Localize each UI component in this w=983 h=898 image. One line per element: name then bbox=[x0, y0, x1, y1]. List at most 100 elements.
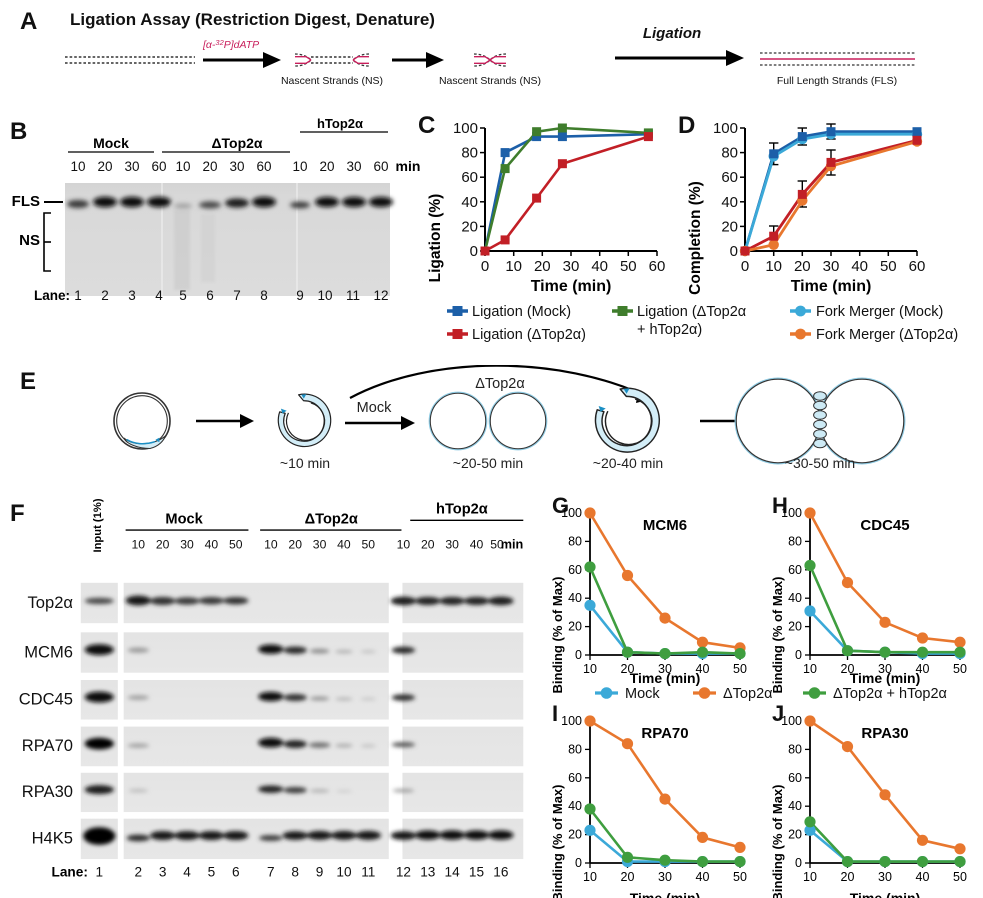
svg-text:0: 0 bbox=[730, 243, 738, 260]
svg-text:Time (min): Time (min) bbox=[630, 890, 701, 898]
svg-text:40: 40 bbox=[721, 194, 738, 211]
svg-text:Fork Merger (ΔTop2α): Fork Merger (ΔTop2α) bbox=[816, 327, 958, 343]
svg-text:50: 50 bbox=[620, 258, 637, 275]
svg-text:60: 60 bbox=[256, 159, 271, 174]
svg-text:60: 60 bbox=[909, 258, 926, 275]
svg-text:10: 10 bbox=[505, 258, 522, 275]
svg-text:0: 0 bbox=[575, 856, 582, 870]
svg-text:FLS: FLS bbox=[12, 193, 40, 210]
svg-text:40: 40 bbox=[568, 799, 582, 813]
svg-text:RPA30: RPA30 bbox=[861, 725, 908, 742]
svg-text:20: 20 bbox=[421, 538, 435, 552]
svg-text:100: 100 bbox=[781, 506, 802, 520]
svg-text:20: 20 bbox=[97, 159, 112, 174]
svg-text:4: 4 bbox=[155, 288, 163, 303]
svg-text:Time (min): Time (min) bbox=[531, 278, 612, 295]
svg-text:80: 80 bbox=[568, 742, 582, 756]
svg-text:20: 20 bbox=[621, 870, 635, 884]
svg-text:Full Length Strands (FLS): Full Length Strands (FLS) bbox=[777, 75, 897, 87]
svg-text:~20-50 min: ~20-50 min bbox=[453, 455, 523, 471]
svg-text:20: 20 bbox=[156, 538, 170, 552]
svg-text:0: 0 bbox=[470, 243, 478, 260]
svg-text:60: 60 bbox=[151, 159, 166, 174]
svg-text:13: 13 bbox=[420, 865, 435, 880]
svg-text:Lane:: Lane: bbox=[34, 288, 70, 303]
svg-text:100: 100 bbox=[453, 120, 478, 137]
svg-text:0: 0 bbox=[795, 648, 802, 662]
svg-text:1: 1 bbox=[96, 865, 104, 880]
svg-text:Binding (% of Max): Binding (% of Max) bbox=[550, 577, 565, 694]
svg-text:~30-50 min: ~30-50 min bbox=[785, 455, 855, 471]
svg-text:30: 30 bbox=[124, 159, 139, 174]
svg-text:Lane:: Lane: bbox=[52, 865, 88, 880]
svg-text:10: 10 bbox=[397, 538, 411, 552]
svg-text:10: 10 bbox=[336, 865, 352, 880]
svg-text:Fork Merger (Mock): Fork Merger (Mock) bbox=[816, 304, 943, 320]
svg-text:60: 60 bbox=[461, 169, 478, 186]
svg-text:40: 40 bbox=[205, 538, 219, 552]
svg-text:100: 100 bbox=[561, 714, 582, 728]
svg-text:I: I bbox=[552, 703, 558, 726]
svg-text:50: 50 bbox=[733, 662, 747, 676]
svg-text:20: 20 bbox=[794, 258, 811, 275]
svg-text:30: 30 bbox=[346, 159, 361, 174]
svg-text:100: 100 bbox=[781, 714, 802, 728]
svg-text:100: 100 bbox=[561, 506, 582, 520]
svg-text:100: 100 bbox=[713, 120, 738, 137]
svg-text:0: 0 bbox=[741, 258, 749, 275]
svg-text:50: 50 bbox=[880, 258, 897, 275]
svg-text:40: 40 bbox=[461, 194, 478, 211]
svg-text:RPA70: RPA70 bbox=[641, 725, 688, 742]
svg-text:CDC45: CDC45 bbox=[860, 517, 909, 534]
svg-text:ΔTop2α + hTop2α: ΔTop2α + hTop2α bbox=[833, 686, 947, 702]
svg-text:Binding (% of Max): Binding (% of Max) bbox=[770, 785, 785, 898]
svg-text:7: 7 bbox=[267, 865, 275, 880]
svg-text:Top2α: Top2α bbox=[28, 593, 74, 612]
svg-text:60: 60 bbox=[721, 169, 738, 186]
svg-text:80: 80 bbox=[788, 534, 802, 548]
svg-text:30: 30 bbox=[180, 538, 194, 552]
svg-text:14: 14 bbox=[445, 865, 461, 880]
svg-text:11: 11 bbox=[346, 288, 360, 303]
svg-text:0: 0 bbox=[575, 648, 582, 662]
svg-text:~20-40 min: ~20-40 min bbox=[593, 455, 663, 471]
svg-text:10: 10 bbox=[264, 538, 278, 552]
svg-text:10: 10 bbox=[70, 159, 85, 174]
svg-text:10: 10 bbox=[292, 159, 307, 174]
svg-text:50: 50 bbox=[229, 538, 243, 552]
svg-text:min: min bbox=[501, 538, 524, 552]
svg-text:11: 11 bbox=[361, 865, 375, 880]
svg-text:60: 60 bbox=[568, 563, 582, 577]
svg-text:RPA30: RPA30 bbox=[22, 782, 73, 801]
svg-text:Mock: Mock bbox=[93, 135, 129, 151]
svg-text:ΔTop2α: ΔTop2α bbox=[211, 135, 262, 151]
svg-text:8: 8 bbox=[291, 865, 299, 880]
svg-text:40: 40 bbox=[788, 799, 802, 813]
svg-text:30: 30 bbox=[823, 258, 840, 275]
svg-text:12: 12 bbox=[373, 288, 388, 303]
svg-text:10: 10 bbox=[803, 662, 817, 676]
svg-text:0: 0 bbox=[795, 856, 802, 870]
svg-text:2: 2 bbox=[101, 288, 109, 303]
svg-text:60: 60 bbox=[568, 771, 582, 785]
svg-text:40: 40 bbox=[568, 591, 582, 605]
svg-text:30: 30 bbox=[563, 258, 580, 275]
svg-text:ΔTop2α: ΔTop2α bbox=[305, 511, 358, 527]
svg-text:CDC45: CDC45 bbox=[19, 690, 73, 709]
svg-text:20: 20 bbox=[568, 828, 582, 842]
svg-text:20: 20 bbox=[534, 258, 551, 275]
svg-text:80: 80 bbox=[721, 145, 738, 162]
svg-text:40: 40 bbox=[470, 538, 484, 552]
svg-text:20: 20 bbox=[841, 870, 855, 884]
svg-text:60: 60 bbox=[788, 563, 802, 577]
svg-text:30: 30 bbox=[445, 538, 459, 552]
svg-text:ΔTop2α: ΔTop2α bbox=[723, 686, 773, 702]
svg-text:20: 20 bbox=[461, 218, 478, 235]
svg-text:30: 30 bbox=[658, 870, 672, 884]
svg-text:30: 30 bbox=[878, 870, 892, 884]
svg-text:+ hTop2α): + hTop2α) bbox=[637, 322, 702, 338]
svg-text:min: min bbox=[396, 158, 420, 174]
svg-text:40: 40 bbox=[591, 258, 608, 275]
svg-text:3: 3 bbox=[159, 865, 167, 880]
svg-text:12: 12 bbox=[396, 865, 411, 880]
